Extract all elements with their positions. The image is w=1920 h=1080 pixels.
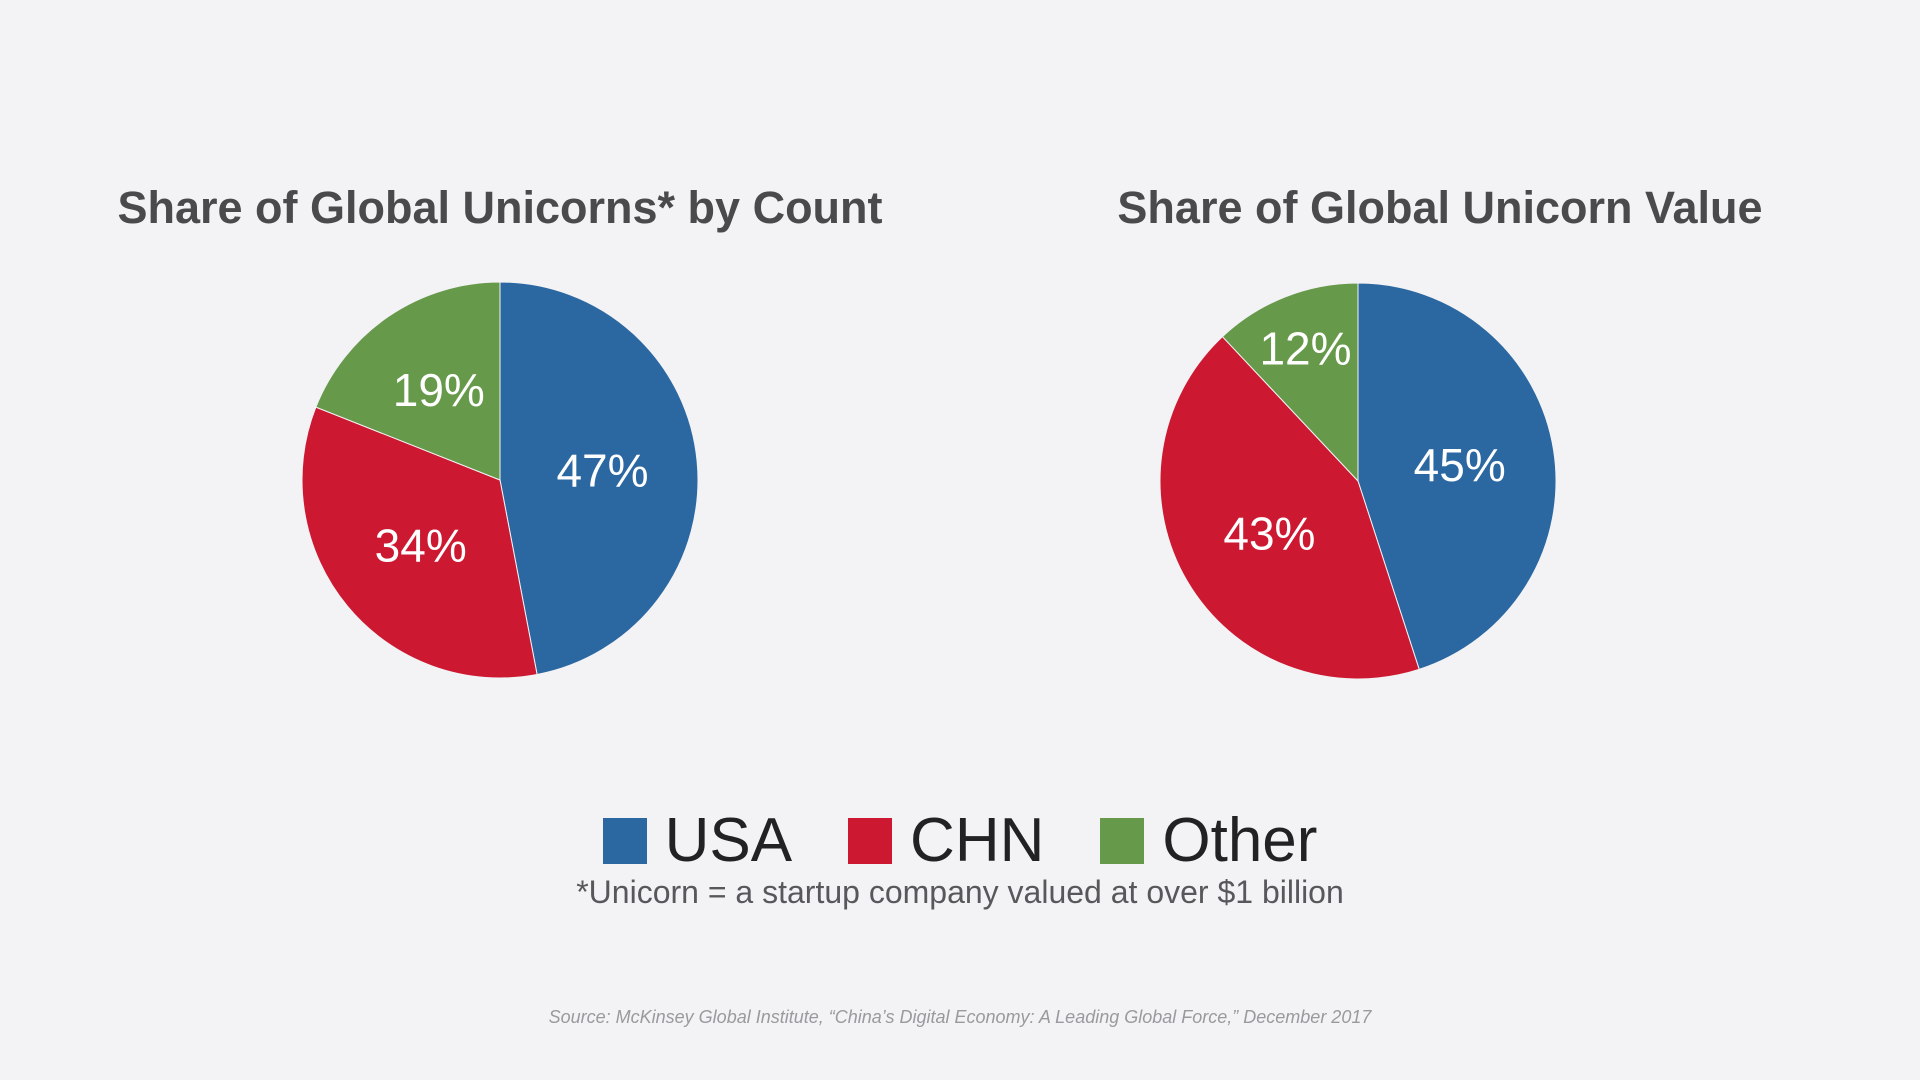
slice-label-usa: 47%: [556, 444, 648, 496]
pie-slice-chn: [301, 406, 538, 679]
slice-label-other: 12%: [1259, 323, 1351, 375]
pie-chart-value: 45% 43% 12%: [1159, 282, 1557, 680]
legend-item-usa: USA: [602, 806, 793, 876]
legend-swatch-chn: [848, 818, 893, 864]
pie-slice-chn: [1159, 335, 1420, 680]
chart-title-value: Share of Global Unicorn Value: [1117, 182, 1763, 233]
legend-label-chn: CHN: [910, 806, 1045, 875]
legend-label-usa: USA: [664, 806, 793, 875]
legend-item-chn: CHN: [848, 806, 1044, 876]
legend-swatch-other: [1100, 818, 1145, 864]
pie-slice-usa: [1357, 282, 1557, 670]
legend-swatch-usa: [602, 818, 647, 864]
slice-label-other: 19%: [393, 364, 485, 416]
slice-label-chn: 34%: [375, 520, 467, 572]
slice-label-chn: 43%: [1223, 507, 1315, 559]
pie-slice-usa: [499, 281, 699, 676]
footnote: *Unicorn = a startup company valued at o…: [576, 874, 1344, 910]
legend-label-other: Other: [1162, 806, 1318, 875]
legend-item-other: Other: [1100, 806, 1317, 876]
pie-slice-other: [315, 281, 501, 481]
chart-title-count: Share of Global Unicorns* by Count: [117, 182, 883, 233]
pie-slice-other: [1221, 282, 1359, 483]
slice-label-usa: 45%: [1414, 439, 1506, 491]
pie-chart-count: 47% 34% 19%: [301, 281, 699, 679]
source-citation: Source: McKinsey Global Institute, “Chin…: [548, 1007, 1372, 1027]
legend: USA CHN Other: [0, 806, 1920, 876]
